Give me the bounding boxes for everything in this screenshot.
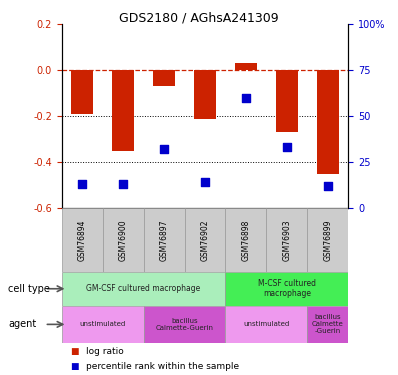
Text: bacillus
Calmette-Guerin: bacillus Calmette-Guerin	[156, 318, 213, 331]
Text: ■: ■	[70, 362, 78, 371]
Text: unstimulated: unstimulated	[243, 321, 289, 327]
Bar	[62, 272, 225, 306]
Bar	[194, 70, 216, 118]
Text: percentile rank within the sample: percentile rank within the sample	[86, 362, 239, 371]
Text: GSM76902: GSM76902	[201, 219, 209, 261]
Text: GSM76894: GSM76894	[78, 219, 87, 261]
Bar	[153, 70, 175, 86]
Point	[284, 144, 290, 150]
Bar	[62, 306, 144, 343]
Bar	[112, 70, 135, 151]
Bar	[71, 70, 94, 114]
Text: unstimulated: unstimulated	[80, 321, 126, 327]
Text: bacillus
Calmette
-Guerin: bacillus Calmette -Guerin	[312, 314, 343, 334]
Bar	[144, 208, 185, 272]
Text: GSM76899: GSM76899	[323, 219, 332, 261]
Point	[161, 146, 167, 152]
Bar	[307, 306, 348, 343]
Point	[202, 179, 208, 185]
Bar	[275, 70, 298, 132]
Bar	[144, 306, 225, 343]
Text: agent: agent	[8, 320, 36, 329]
Text: M-CSF cultured
macrophage: M-CSF cultured macrophage	[258, 279, 316, 298]
Text: cell type: cell type	[8, 284, 50, 294]
Text: GSM76900: GSM76900	[119, 219, 128, 261]
Text: GSM76903: GSM76903	[282, 219, 291, 261]
Bar	[103, 208, 144, 272]
Bar	[225, 272, 348, 306]
Bar	[266, 208, 307, 272]
Point	[325, 183, 331, 189]
Text: GSM76898: GSM76898	[242, 219, 250, 261]
Bar	[62, 208, 103, 272]
Text: GSM76897: GSM76897	[160, 219, 168, 261]
Text: GM-CSF cultured macrophage: GM-CSF cultured macrophage	[86, 284, 201, 293]
Text: log ratio: log ratio	[86, 347, 123, 356]
Bar	[185, 208, 225, 272]
Point	[79, 181, 85, 187]
Bar	[307, 208, 348, 272]
Bar	[225, 306, 307, 343]
Point	[120, 181, 126, 187]
Text: GDS2180 / AGhsA241309: GDS2180 / AGhsA241309	[119, 11, 279, 24]
Bar	[235, 63, 257, 70]
Bar	[225, 208, 266, 272]
Text: ■: ■	[70, 347, 78, 356]
Point	[243, 95, 249, 101]
Bar	[316, 70, 339, 174]
